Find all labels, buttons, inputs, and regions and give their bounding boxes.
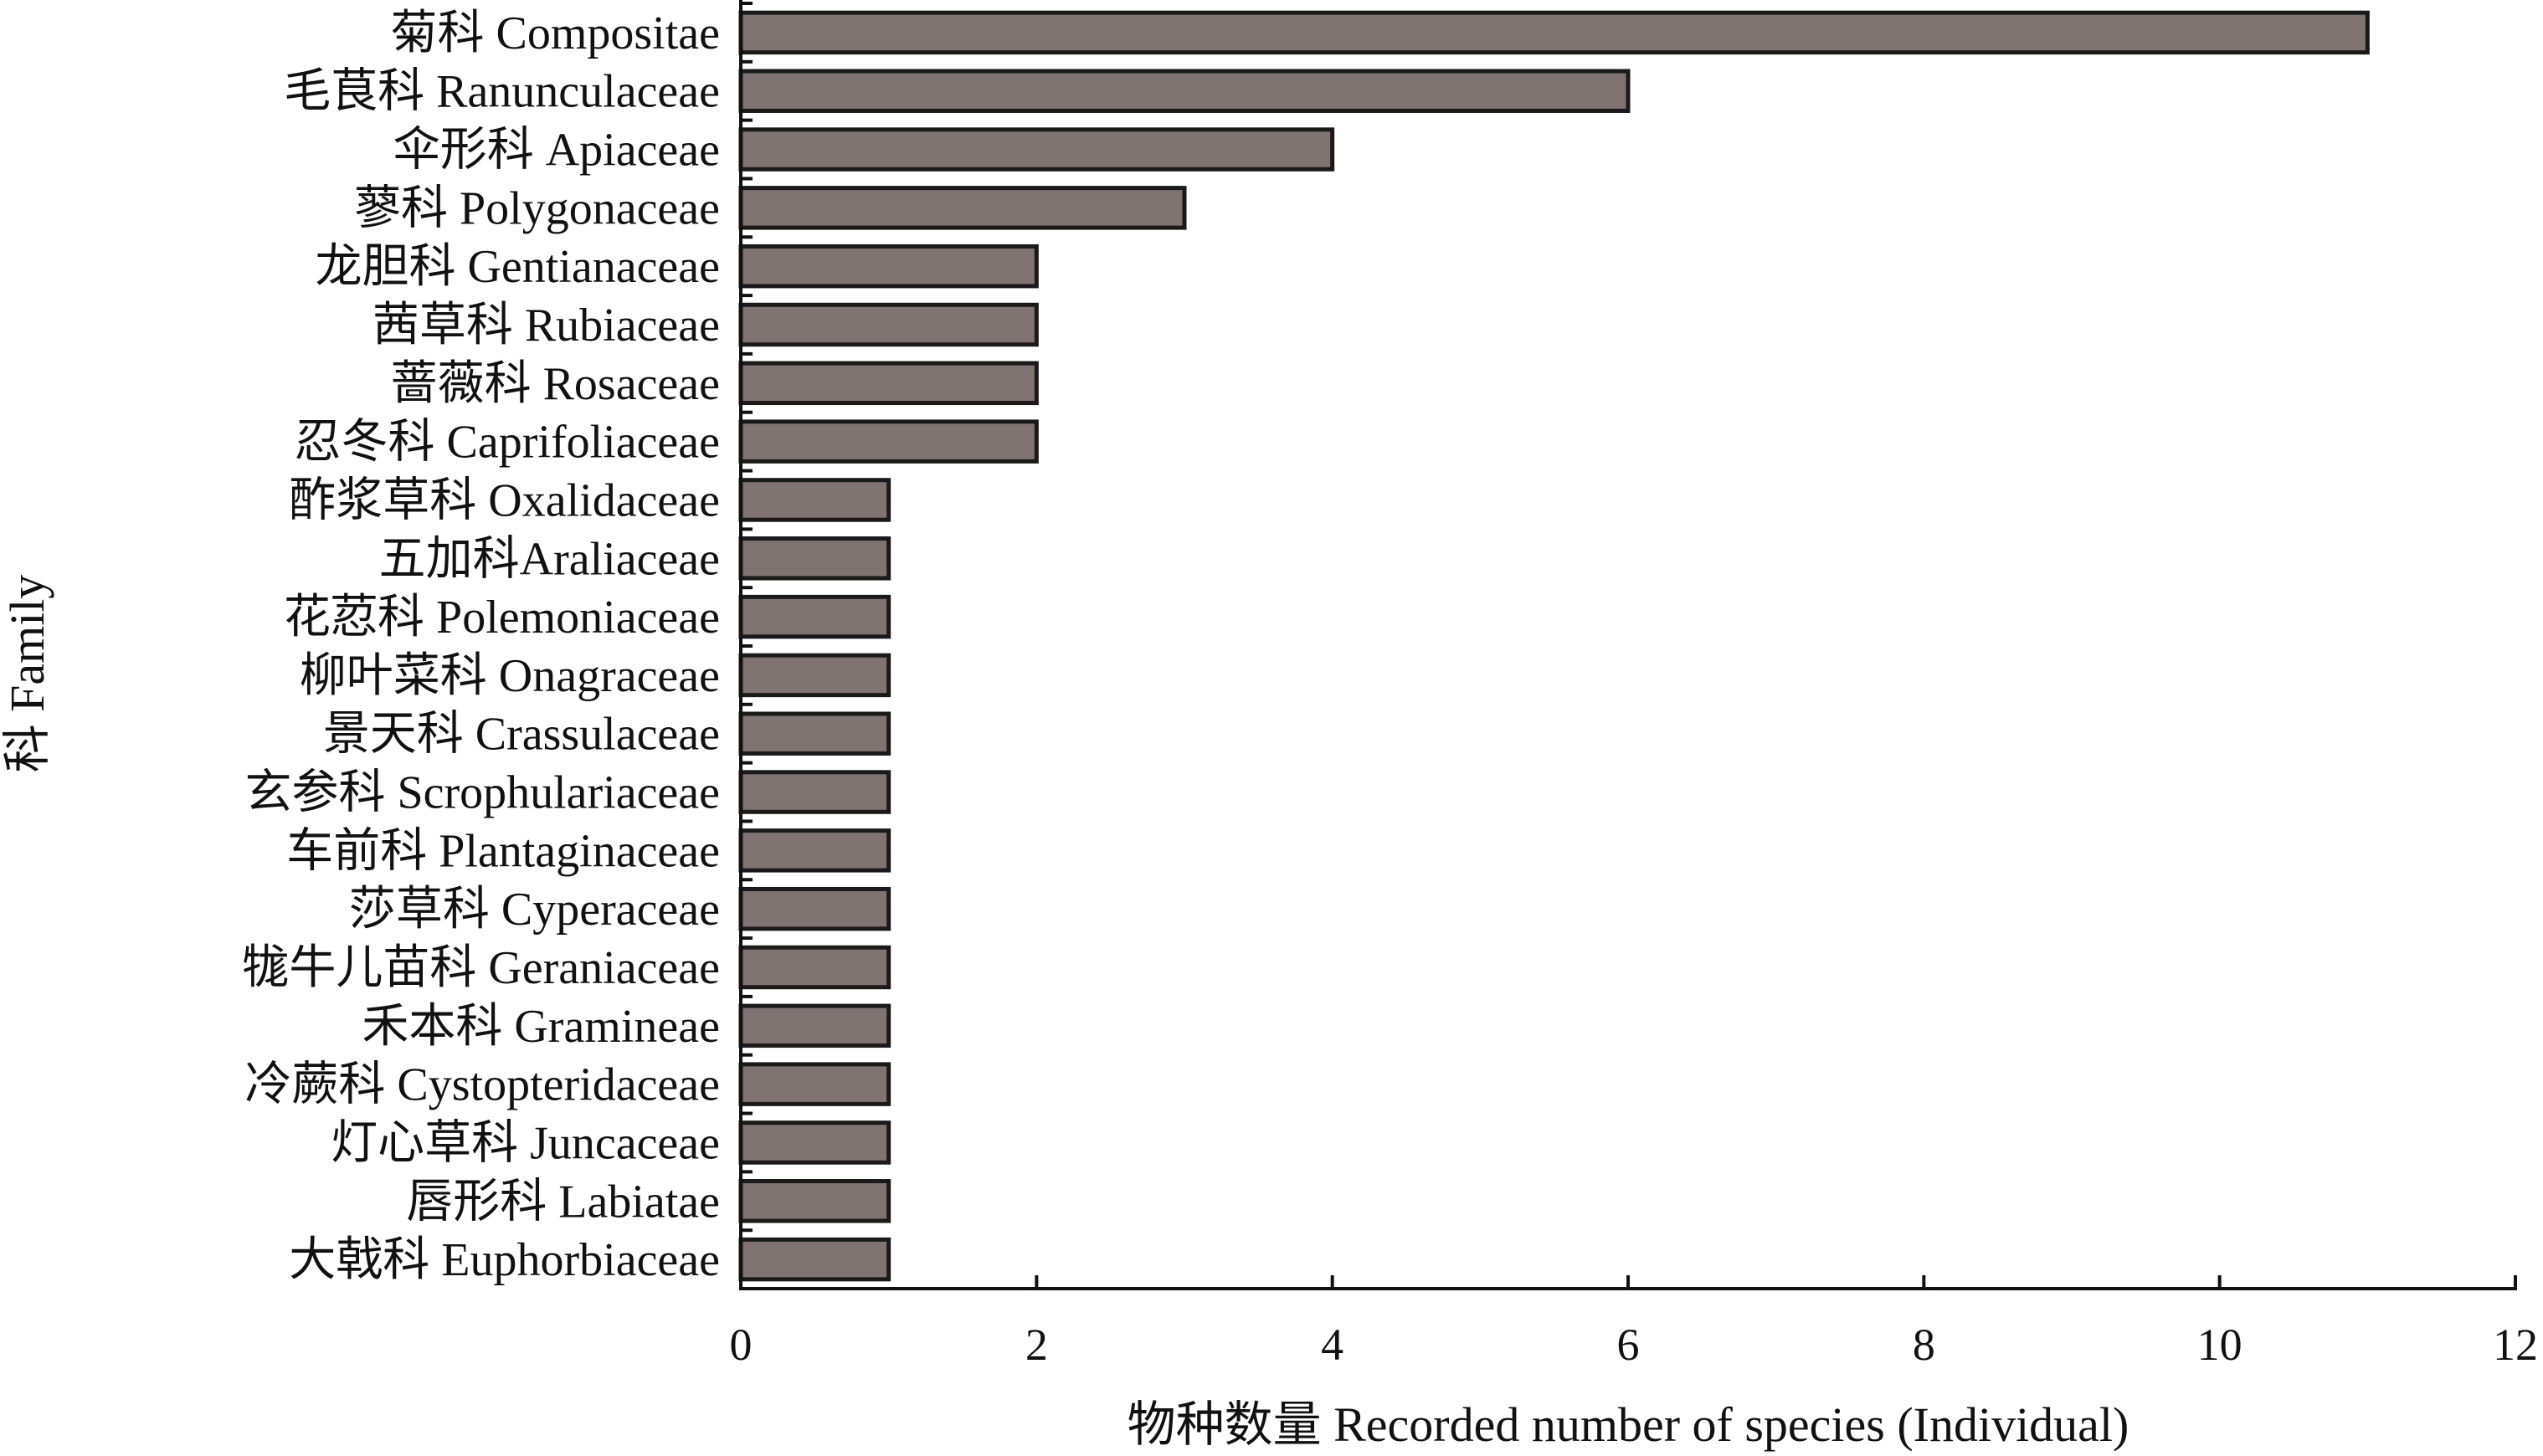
bar: [738, 536, 891, 581]
x-axis-ticks: 0 2 4 6 8 10 12: [730, 1275, 2538, 1370]
category-label: 花荵科 Polemoniaceae: [284, 592, 720, 643]
bar: [738, 828, 891, 873]
category-label: 玄参科 Scrophulariaceae: [244, 767, 720, 819]
x-tick-label: 6: [1617, 1320, 1640, 1370]
bar: [738, 711, 891, 756]
category-label: 牻牛儿苗科 Geraniaceae: [242, 942, 720, 994]
bar: [738, 1003, 891, 1048]
x-tick-label: 8: [1913, 1320, 1935, 1370]
category-label: 菊科 Compositae: [390, 8, 720, 59]
bar: [738, 127, 1335, 172]
bars-group: [738, 10, 2370, 1282]
bar: [738, 186, 1187, 230]
category-label: 酢浆草科 Oxalidaceae: [289, 474, 720, 526]
category-label: 龙胆科 Gentianaceae: [315, 241, 720, 293]
category-label: 蓼科 Polygonaceae: [354, 182, 720, 234]
bar: [738, 478, 891, 522]
bar: [738, 770, 891, 814]
y-axis-ticks: [741, 2, 753, 1233]
x-tick-label: 4: [1321, 1320, 1343, 1370]
x-tick-label: 10: [2197, 1320, 2242, 1370]
x-tick-label: 12: [2493, 1320, 2538, 1370]
category-label: 毛茛科 Ranunculaceae: [284, 66, 720, 118]
category-label: 车前科 Plantaginaceae: [286, 825, 720, 877]
x-tick-label: 0: [730, 1320, 753, 1370]
bar: [738, 1062, 891, 1106]
category-label: 灯心草科 Juncaceae: [331, 1117, 720, 1169]
bar: [738, 10, 2370, 55]
category-label: 大戟科 Euphorbiaceae: [289, 1234, 720, 1286]
category-label: 柳叶菜科 Onagraceae: [300, 650, 720, 702]
category-label: 莎草科 Cyperaceae: [349, 884, 720, 936]
bar: [738, 1179, 891, 1223]
bar: [738, 361, 1039, 406]
category-label: 唇形科 Labiatae: [406, 1176, 720, 1228]
bar: [738, 69, 1631, 113]
category-labels: 菊科 Compositae 毛茛科 Ranunculaceae 伞形科 Apiace…: [242, 8, 720, 1286]
bar: [738, 653, 891, 698]
category-label: 茜草科 Rubiaceae: [372, 300, 720, 351]
category-label: 禾本科 Gramineae: [362, 1001, 720, 1053]
category-label: 伞形科 Apiaceae: [393, 125, 720, 177]
bar: [738, 886, 891, 931]
bar: [738, 1237, 891, 1282]
bar: [738, 1120, 891, 1165]
category-label: 蔷薇科 Rosaceae: [391, 358, 720, 410]
x-axis-title: 物种数量 Recorded number of species (Individ…: [1128, 1397, 2129, 1452]
bar: [738, 419, 1039, 464]
bar: [738, 594, 891, 639]
category-label: 五加科Araliaceae: [379, 533, 720, 585]
x-tick-label: 2: [1025, 1320, 1048, 1370]
category-label: 冷蕨科 Cystopteridaceae: [244, 1059, 720, 1111]
bar: [738, 945, 891, 990]
bar: [738, 302, 1039, 347]
category-label: 景天科 Crassulaceae: [323, 709, 720, 761]
category-label: 忍冬科 Caprifoliaceae: [295, 417, 720, 469]
bar: [738, 244, 1039, 289]
y-axis-title: 科 Family: [0, 575, 54, 773]
